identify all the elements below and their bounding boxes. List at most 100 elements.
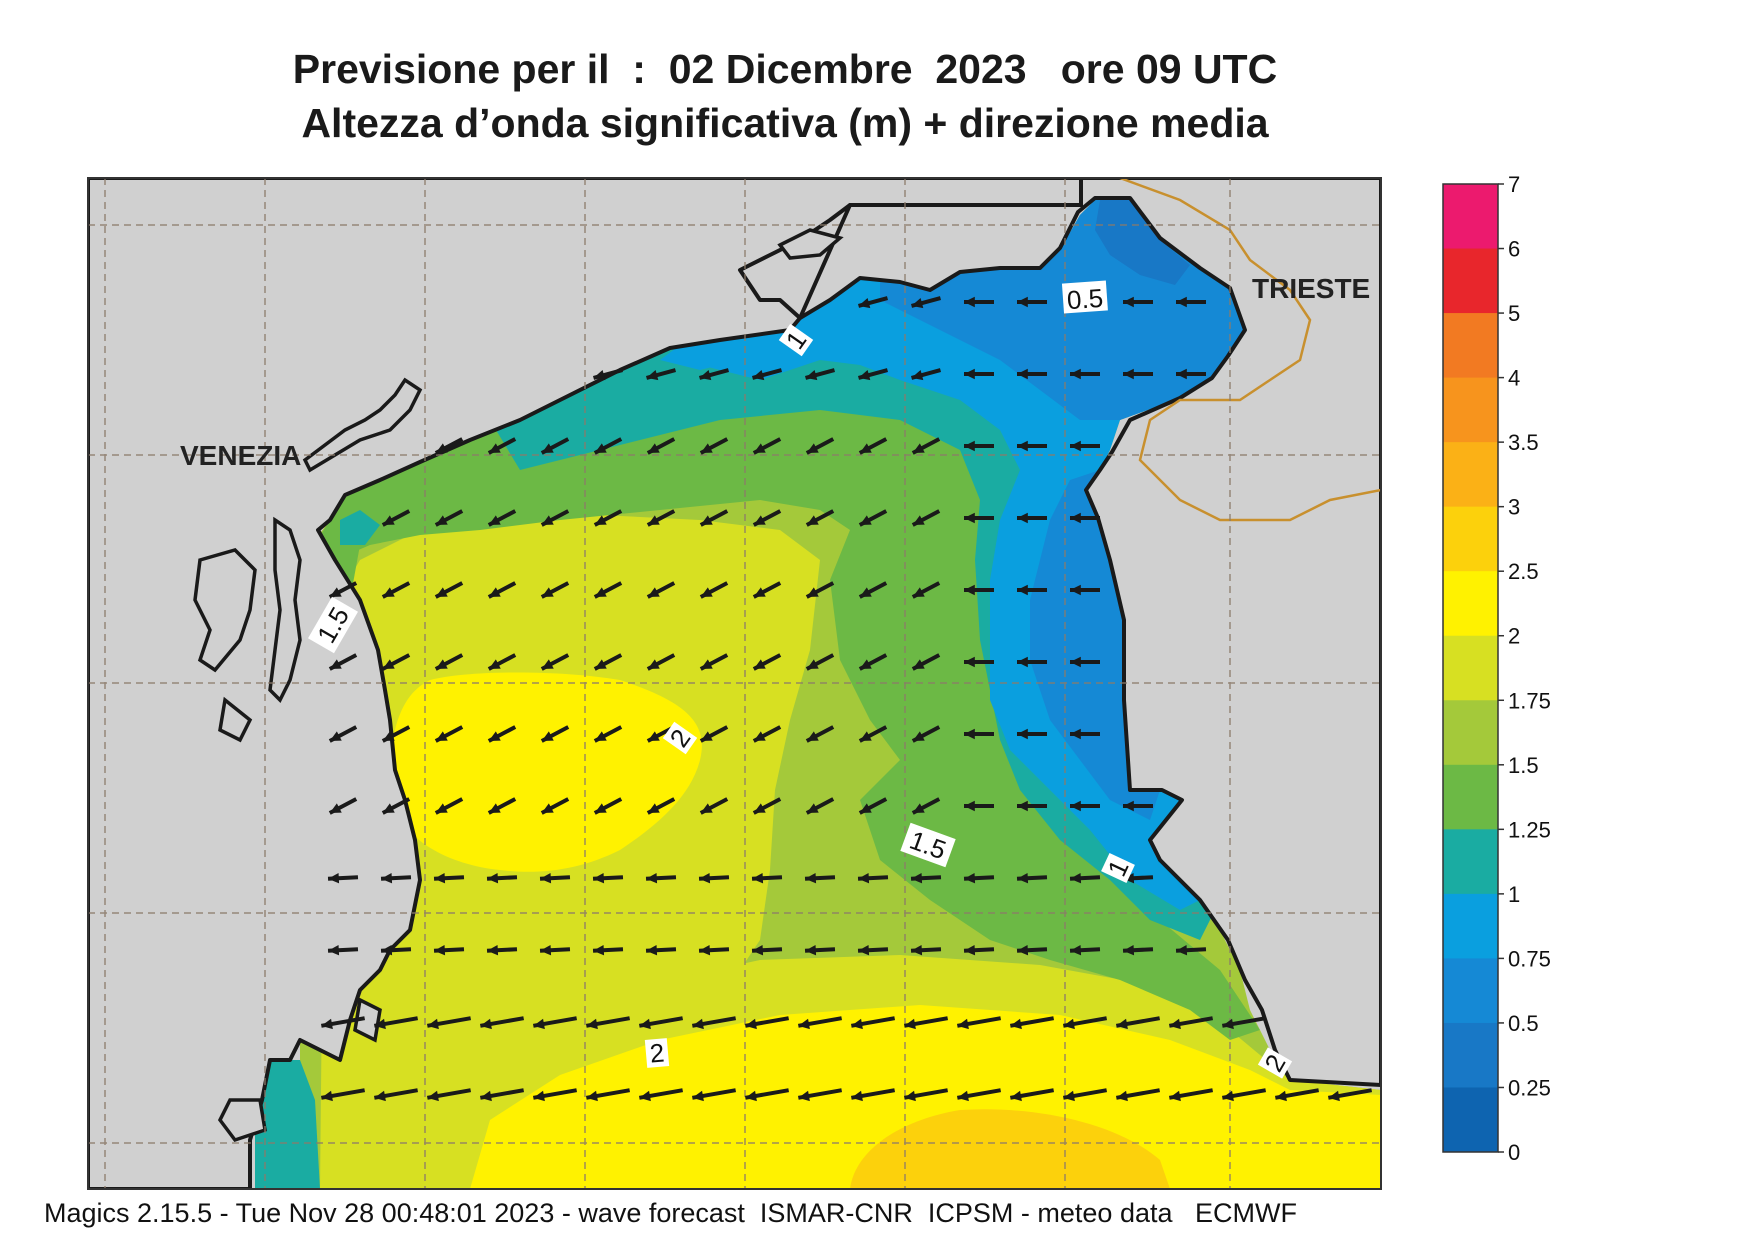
map-subtitle: Altezza d’onda significativa (m) + direz… [301,100,1269,146]
wave-direction-arrowhead [487,873,499,884]
wave-direction-arrowhead [1222,1018,1234,1030]
wave-direction-arrowhead [329,803,342,814]
wave-direction-arrowhead [745,1018,757,1030]
wave-direction-arrowhead [957,1018,969,1030]
wave-direction-arrowhead [1070,728,1081,740]
wave-direction-arrowhead [382,587,395,598]
wave-direction-arrowhead [1063,1018,1075,1030]
wave-direction-arrowhead [646,945,658,956]
legend-tick-label: 2.5 [1508,559,1539,584]
wave-direction-arrowhead [805,945,817,956]
wave-direction-arrowhead [859,443,872,454]
legend-tick-label: 5 [1508,301,1520,326]
wave-direction-arrowhead [912,443,925,454]
wave-direction-arrowhead [488,731,501,742]
wave-direction-arrowhead [911,370,924,381]
wave-direction-arrowhead [321,1090,333,1102]
wave-direction-arrowhead [1070,584,1081,596]
wave-direction-arrowhead [692,1018,704,1030]
wave-direction-arrowhead [1017,656,1028,668]
wave-direction-arrowhead [1070,873,1082,884]
wave-direction-arrowhead [541,515,554,526]
wave-direction-arrowhead [1116,1018,1128,1030]
wave-direction-arrowhead [374,1018,386,1030]
wave-direction-arrowhead [594,803,607,814]
wave-direction-arrowhead [647,587,660,598]
wave-direction-arrowhead [964,584,975,596]
wave-direction-arrowhead [647,659,660,670]
wave-direction-arrowhead [647,731,660,742]
wave-direction-arrowhead [435,731,448,742]
wave-direction-arrowhead [540,873,552,884]
wave-direction-arrowhead [911,298,924,309]
wave-direction-arrowhead [593,945,605,956]
wave-direction-arrowhead [752,945,764,956]
wave-direction-arrowhead [752,370,765,381]
wave-direction-arrowhead [858,945,870,956]
wave-direction-arrowhead [434,945,446,956]
wave-direction-arrowhead [594,515,607,526]
wave-direction-arrowhead [1017,800,1028,812]
city-label-venezia: VENEZIA [180,440,302,471]
land-friuli [798,178,1381,1087]
wave-direction-arrowhead [427,1090,439,1102]
wave-direction-arrowhead [964,873,976,884]
direction-arrows [320,296,1373,1102]
wave-direction-arrowhead [646,873,658,884]
wave-direction-arrowhead [700,443,713,454]
wave-direction-arrowhead [964,440,975,452]
wave-direction-arrowhead [805,873,817,884]
legend-swatch [1443,313,1498,379]
wave-direction-arrowhead [964,800,975,812]
band-25-3 [850,1109,1170,1189]
wave-direction-arrowhead [1070,656,1081,668]
legend-tick-label: 0 [1508,1140,1520,1165]
wave-direction-arrowhead [329,731,342,742]
wave-direction-arrowhead [374,1090,386,1102]
wave-direction-arrowhead [964,656,975,668]
wave-direction-arrowhead [594,731,607,742]
legend-ticks: 7 6 5 4 3.5 3 2.5 2 1.75 1.5 1.25 1 0.75 0.5 0.25 0 [1498,172,1551,1165]
wave-direction-arrowhead [806,803,819,814]
wave-direction-arrowhead [700,659,713,670]
wave-direction-arrowhead [586,1090,598,1102]
wave-direction-arrowhead [904,1090,916,1102]
legend-swatch [1443,1087,1498,1153]
contour-labels: 0.5 1 1.5 1.5 2 2 1 2 [308,280,1293,1079]
legend-tick-label: 0.75 [1508,946,1551,971]
wave-direction-arrowhead [1017,440,1028,452]
wave-direction-arrowhead [435,659,448,670]
wave-direction-arrowhead [541,731,554,742]
legend-swatch [1443,764,1498,830]
wave-direction-arrowhead [647,443,660,454]
wave-direction-arrowhead [541,587,554,598]
legend-tick-label: 4 [1508,366,1520,391]
wave-direction-arrowhead [1010,1018,1022,1030]
wave-direction-arrowhead [912,587,925,598]
wave-direction-arrowhead [540,945,552,956]
wave-direction-arrowhead [435,515,448,526]
wave-direction-arrowhead [964,728,975,740]
legend-tick-label: 2 [1508,624,1520,649]
legend-tick-label: 0.5 [1508,1011,1539,1036]
wave-direction-arrowhead [1176,368,1187,380]
wave-direction-arrowhead [328,873,340,884]
wave-direction-arrowhead [912,515,925,526]
wave-direction-arrowhead [964,296,975,308]
wave-direction-arrowhead [1116,1090,1128,1102]
wave-direction-arrowhead [647,515,660,526]
band-025-05 [1095,200,1190,285]
wave-direction-arrowhead [1123,296,1134,308]
wave-direction-arrowhead [1010,1090,1022,1102]
wave-direction-arrowhead [541,443,554,454]
wave-direction-arrowhead [594,443,607,454]
wave-direction-arrowhead [752,873,764,884]
wave-direction-arrowhead [912,659,925,670]
legend-swatch [1443,571,1498,637]
wave-direction-arrowhead [381,945,393,956]
wave-direction-arrowhead [488,443,501,454]
wave-direction-arrowhead [700,587,713,598]
wave-direction-arrowhead [806,443,819,454]
wave-direction-arrowhead [382,803,395,814]
